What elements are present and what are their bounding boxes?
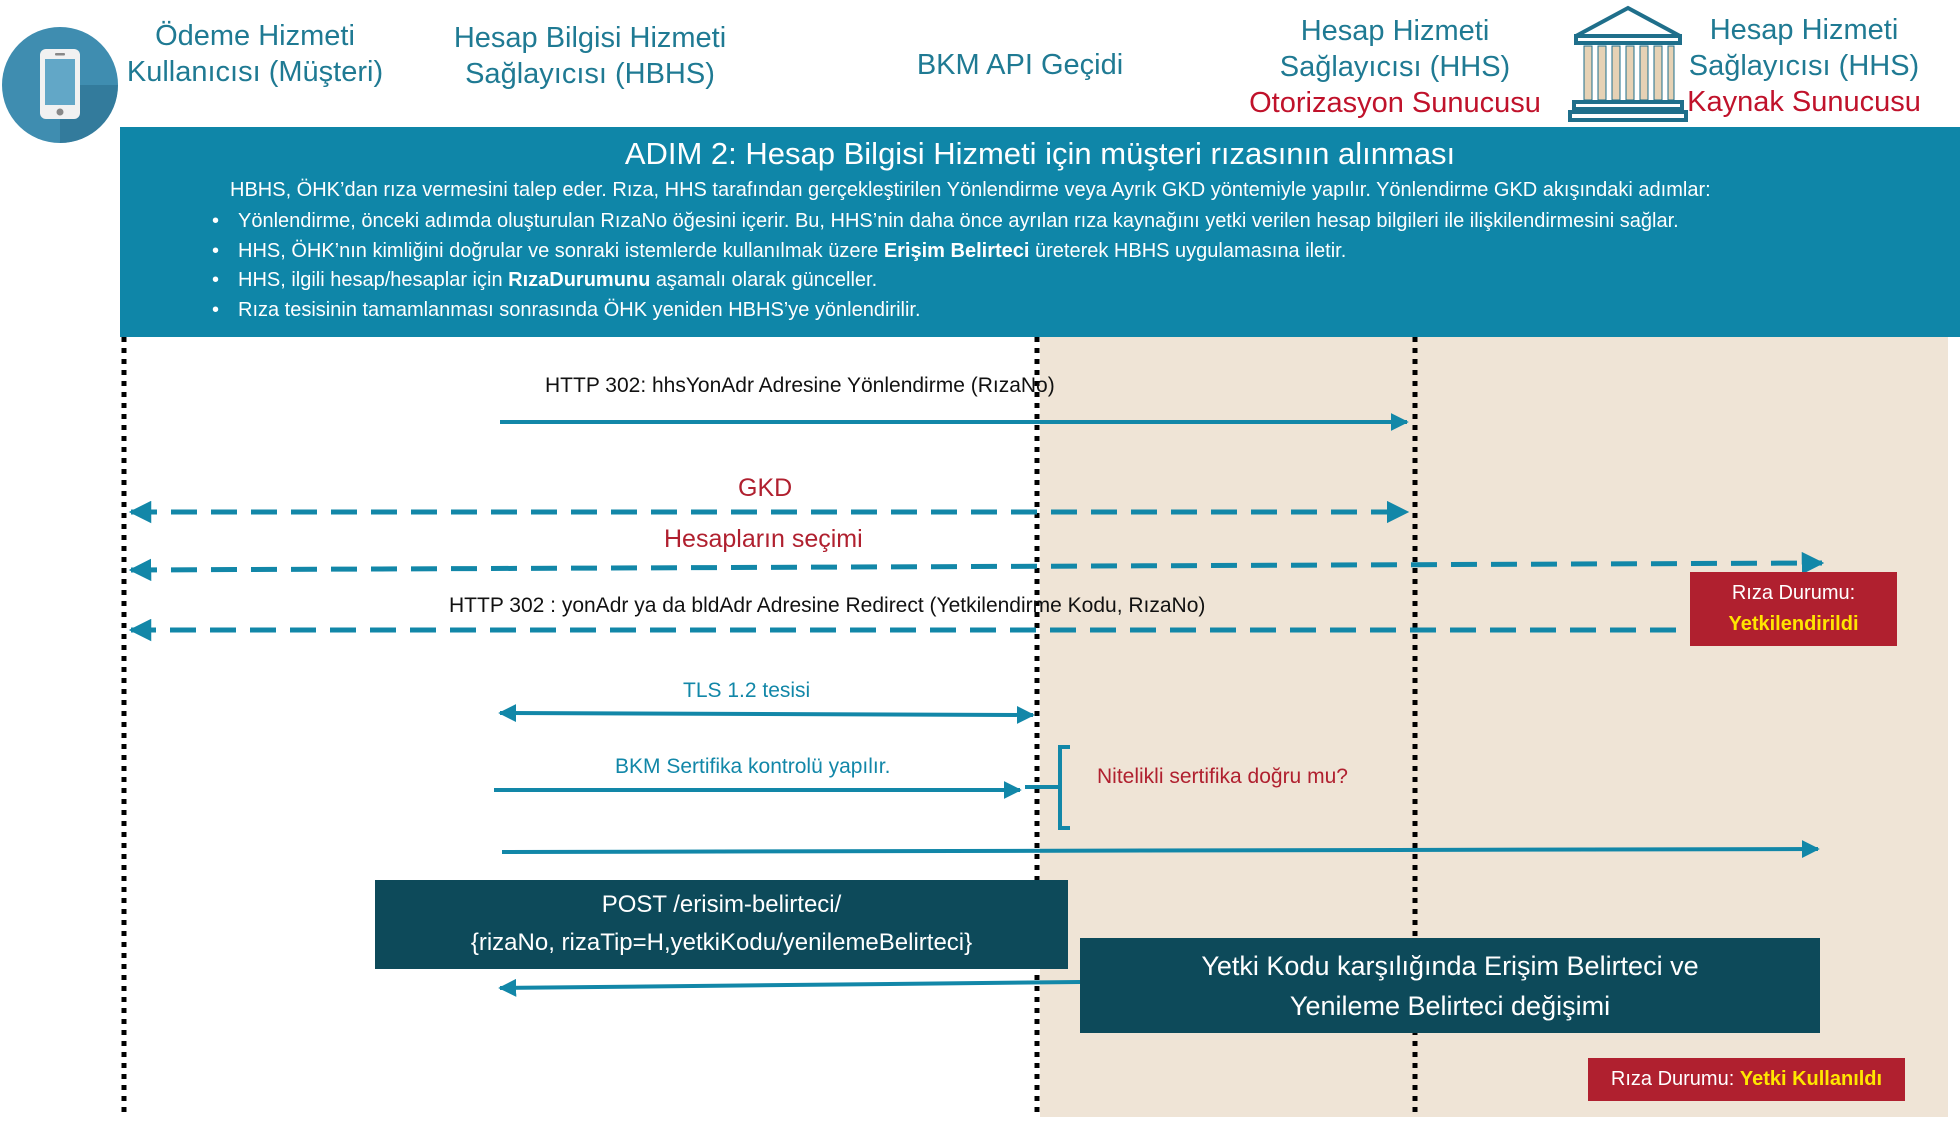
participant-hhs-auth: Hesap Hizmeti Sağlayıcısı (HHS) Otorizas… [1240,13,1550,121]
token-exchange-line2: Yenileme Belirteci değişimi [1289,991,1611,1021]
step-bullet-1-text: Yönlendirme, önceki adımda oluşturulan R… [238,210,1679,232]
step-bullet-2-post: üreterek HBHS uygulamasına iletir. [1029,239,1347,262]
post-token-request-box: POST /erisim-belirteci/ {rizaNo, rizaTip… [375,880,1068,969]
participant-bkm-line1: BKM API Geçidi [916,49,1124,81]
step-bullet-1: Yönlendirme, önceki adımda oluşturulan R… [210,207,1679,237]
participant-customer: Ödeme Hizmeti Kullanıcısı (Müşteri) [110,18,400,90]
message-account-selection: Hesapların seçimi [664,525,863,553]
cert-check-bracket [1025,745,1070,830]
participant-hbhs: Hesap Bilgisi Hizmeti Sağlayıcısı (HBHS) [440,20,740,92]
status-badge-authorized: Rıza Durumu: Yetkilendirildi [1690,572,1897,646]
participant-hhs-resource: Hesap Hizmeti Sağlayıcısı (HHS) Kaynak S… [1648,12,1960,120]
participant-hhs-resource-line2: Sağlayıcısı (HHS) [1688,50,1920,82]
arrow-token-return [498,978,1081,997]
message-redirect-back: HTTP 302 : yonAdr ya da bldAdr Adresine … [449,594,1206,617]
participant-hbhs-line1: Hesap Bilgisi Hizmeti [453,22,727,54]
status-badge-used: Rıza Durumu: Yetki Kullanıldı [1588,1058,1905,1101]
participant-hhs-resource-line1: Hesap Hizmeti [1709,14,1899,46]
participant-hhs-auth-line3: Otorizasyon Sunucusu [1249,87,1541,119]
bank-icon [1568,4,1688,124]
arrow-tls [498,704,1035,724]
status-badge-used-label: Rıza Durumu: [1610,1068,1740,1090]
smartphone-icon [0,25,121,146]
status-badge-authorized-value: Yetkilendirildi [1728,613,1859,635]
step-banner: ADIM 2: Hesap Bilgisi Hizmeti için müşte… [120,127,1960,337]
step-bullet-2-pre: HHS, ÖHK’nın kimliğini doğrular ve sonra… [238,239,884,262]
participant-hhs-auth-line1: Hesap Hizmeti [1300,15,1490,47]
step-bullet-4-text: Rıza tesisinin tamamlanması sonrasında Ö… [238,298,921,321]
message-redirect-hhs: HTTP 302: hhsYonAdr Adresine Yönlendirme… [545,374,1055,397]
participant-hhs-resource-line3: Kaynak Sunucusu [1687,86,1921,118]
arrow-account-selection [128,551,1825,582]
step-bullet-3-bold: RızaDurumunu [508,269,651,291]
step-bullet-list: Yönlendirme, önceki adımda oluşturulan R… [210,207,1679,325]
message-gkd: GKD [738,474,793,502]
step-bullet-3: HHS, ilgili hesap/hesaplar için RızaDuru… [210,266,1679,296]
step-bullet-4: Rıza tesisinin tamamlanması sonrasında Ö… [210,296,1679,326]
step-bullet-3-post: aşamalı olarak günceller. [650,269,878,291]
token-exchange-box: Yetki Kodu karşılığında Erişim Belirteci… [1080,938,1820,1033]
participant-customer-line1: Ödeme Hizmeti [155,20,355,52]
participant-customer-line2: Kullanıcısı (Müşteri) [126,56,384,88]
post-token-request-line2: {rizaNo, rizaTip=H,yetkiKodu/yenilemeBel… [470,929,973,956]
status-badge-used-value: Yetki Kullanıldı [1739,1068,1883,1090]
participant-hbhs-line2: Sağlayıcısı (HBHS) [465,58,715,90]
step-title: ADIM 2: Hesap Bilgisi Hizmeti için müşte… [624,136,1456,171]
status-badge-authorized-label: Rıza Durumu: [1731,582,1856,604]
step-intro: HBHS, ÖHK’dan rıza vermesini talep eder.… [230,179,1711,201]
message-tls: TLS 1.2 tesisi [683,679,811,702]
token-exchange-line1: Yetki Kodu karşılığında Erişim Belirteci… [1201,951,1699,981]
arrow-to-resource [501,840,1820,859]
message-cert-check: BKM Sertifika kontrolü yapılır. [615,755,891,778]
participant-hhs-auth-line2: Sağlayıcısı (HHS) [1279,51,1511,83]
message-cert-note: Nitelikli sertifika doğru mu? [1097,765,1348,788]
participant-bkm: BKM API Geçidi [880,47,1160,83]
step-bullet-3-pre: HHS, ilgili hesap/hesaplar için [238,269,509,291]
step-bullet-2: HHS, ÖHK’nın kimliğini doğrular ve sonra… [210,237,1679,267]
step-bullet-2-bold: Erişim Belirteci [883,239,1030,262]
post-token-request-line1: POST /erisim-belirteci/ [601,891,842,918]
